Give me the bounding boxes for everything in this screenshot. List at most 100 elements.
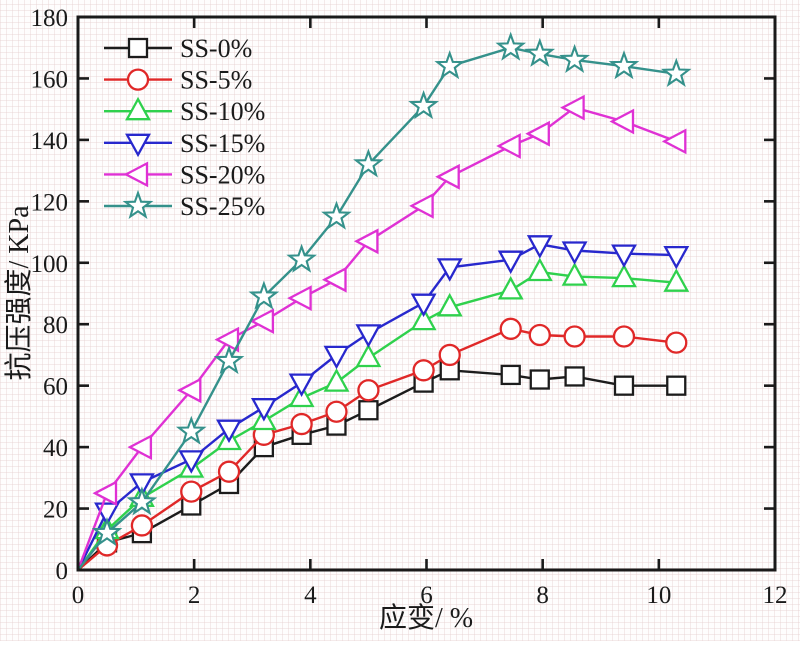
data-point-marker <box>176 377 202 404</box>
data-point-marker <box>180 480 203 503</box>
x-tick-label: 4 <box>304 582 317 609</box>
data-point-marker <box>661 128 687 155</box>
legend-marker <box>126 68 150 91</box>
y-tick-label: 100 <box>31 251 69 278</box>
legend-marker <box>127 37 149 59</box>
data-point-marker <box>248 280 280 310</box>
x-tick-label: 8 <box>536 582 549 609</box>
data-point-marker <box>496 133 521 159</box>
y-tick-label: 160 <box>31 66 69 93</box>
data-point-marker <box>561 241 588 265</box>
data-point-marker <box>528 323 551 347</box>
legend-label: SS-5% <box>180 66 252 95</box>
series-line <box>77 369 677 571</box>
y-tick-label: 60 <box>43 374 68 401</box>
data-point-marker <box>495 31 527 61</box>
data-point-marker <box>438 343 461 367</box>
data-point-marker <box>524 37 556 67</box>
y-tick-label: 80 <box>43 312 68 339</box>
data-point-marker <box>325 400 348 423</box>
y-tick-label: 0 <box>56 558 69 585</box>
data-point-marker <box>500 364 521 386</box>
data-point-marker <box>357 379 380 402</box>
legend-item-SS-20%: SS-20% <box>104 160 265 189</box>
data-point-marker <box>561 262 588 286</box>
data-point-marker <box>127 434 153 461</box>
x-tick-label: 10 <box>646 582 671 609</box>
data-point-marker <box>288 373 315 397</box>
data-point-marker <box>563 325 586 348</box>
data-point-marker <box>608 50 640 80</box>
y-tick-label: 120 <box>31 189 69 216</box>
data-point-marker <box>436 258 463 282</box>
series-line <box>76 106 677 571</box>
series-SS-15% <box>76 235 690 571</box>
data-point-marker <box>497 250 524 275</box>
data-point-marker <box>660 57 692 87</box>
legend-label: SS-10% <box>180 97 265 126</box>
data-point-marker <box>663 245 690 270</box>
legend: SS-0% SS-5%SS-10% SS-15%SS-20% SS-25% <box>104 34 265 221</box>
data-point-marker <box>499 317 522 340</box>
series-line <box>77 270 677 571</box>
data-point-marker <box>436 292 463 317</box>
data-point-marker <box>611 244 637 268</box>
data-point-marker <box>435 163 460 190</box>
legend-label: SS-25% <box>180 192 265 221</box>
data-series <box>76 31 692 571</box>
data-point-marker <box>290 412 313 436</box>
legend-marker <box>125 96 151 121</box>
series-SS-25% <box>77 31 692 571</box>
x-tick-label: 12 <box>763 582 788 609</box>
data-point-marker <box>408 89 440 120</box>
data-point-marker <box>434 50 466 80</box>
data-point-marker <box>665 331 688 354</box>
legend-label: SS-15% <box>180 129 265 158</box>
data-point-marker <box>323 345 350 370</box>
data-point-marker <box>216 419 242 444</box>
data-point-marker <box>287 285 312 312</box>
data-point-marker <box>92 480 118 507</box>
data-point-marker <box>526 235 553 259</box>
legend-item-SS-5%: SS-5% <box>104 66 252 95</box>
data-point-marker <box>130 514 154 537</box>
series-SS-0% <box>77 360 687 571</box>
data-point-marker <box>410 306 437 331</box>
legend-item-SS-0%: SS-0% <box>104 34 252 63</box>
data-point-marker <box>250 398 277 422</box>
x-tick-label: 2 <box>188 582 201 609</box>
data-point-marker <box>560 94 585 121</box>
data-point-marker <box>663 268 690 292</box>
data-point-marker <box>666 375 687 396</box>
legend-marker <box>122 189 154 220</box>
series-SS-20% <box>76 94 687 571</box>
data-point-marker <box>564 366 585 387</box>
data-point-marker <box>213 344 245 375</box>
data-point-marker <box>410 293 437 318</box>
data-point-marker <box>497 276 524 300</box>
legend-item-SS-10%: SS-10% <box>104 96 265 126</box>
data-point-marker <box>609 108 635 135</box>
data-point-marker <box>353 148 384 178</box>
data-point-marker <box>175 415 207 445</box>
data-point-marker <box>529 369 550 390</box>
data-point-marker <box>126 486 158 516</box>
data-point-marker <box>358 400 379 421</box>
y-tick-label: 40 <box>43 435 68 462</box>
legend-item-SS-15%: SS-15% <box>104 129 265 158</box>
legend-marker <box>123 161 149 188</box>
data-point-marker <box>611 263 637 288</box>
series-SS-5% <box>77 317 688 571</box>
data-point-marker <box>286 243 317 273</box>
x-axis-label: 应变/ % <box>379 602 473 634</box>
x-tick-label: 6 <box>420 582 433 609</box>
data-point-marker <box>355 343 382 368</box>
legend-label: SS-20% <box>180 160 265 189</box>
data-point-marker <box>613 375 635 396</box>
data-point-marker <box>412 359 435 382</box>
axis-ticks <box>76 15 777 572</box>
series-line <box>77 46 677 571</box>
